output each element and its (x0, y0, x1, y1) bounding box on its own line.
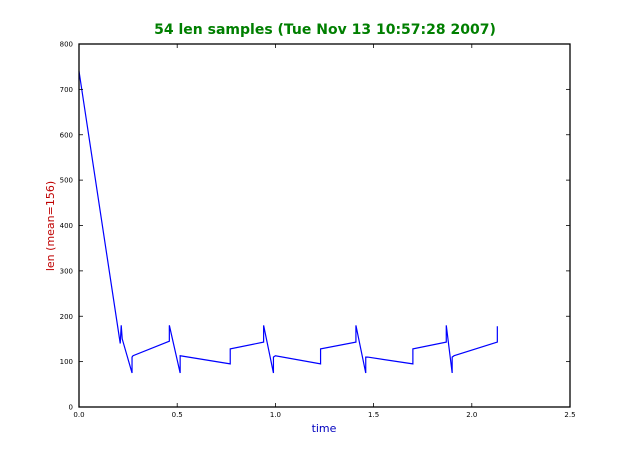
y-tick-label: 0 (69, 404, 73, 412)
y-tick-label: 800 (60, 41, 73, 49)
y-tick-label: 700 (60, 86, 73, 94)
y-tick-label: 100 (60, 358, 73, 366)
y-tick-label: 500 (60, 177, 73, 185)
y-tick-label: 200 (60, 313, 73, 321)
x-axis-label: time (312, 422, 337, 435)
x-tick-label: 0.0 (73, 411, 84, 419)
plot-area: 0.0 0.5 1.0 1.5 2.0 2.5 0 100 200 300 400 500 600 700… (60, 41, 576, 420)
series-line-0 (78, 71, 498, 374)
x-tick-label: 1.0 (270, 411, 281, 419)
chart-title: 54 len samples (Tue Nov 13 10:57:28 2007… (154, 22, 496, 38)
x-tick-label: 0.5 (172, 411, 183, 419)
x-tick-label: 1.5 (368, 411, 379, 419)
x-tick-label: 2.5 (564, 411, 575, 419)
y-tick-label: 400 (60, 222, 73, 230)
y-tick-label: 600 (60, 131, 73, 139)
y-axis-label: len (mean=156) (44, 181, 57, 271)
y-tick-label: 300 (60, 267, 73, 275)
x-tick-label: 2.0 (466, 411, 477, 419)
